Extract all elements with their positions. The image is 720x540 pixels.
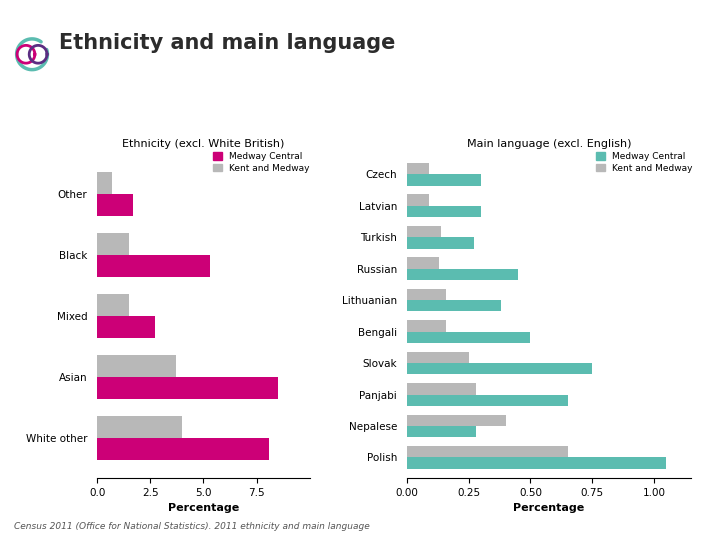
Bar [97,194,133,215]
Legend: Medway Central, Kent and Medway: Medway Central, Kent and Medway [212,152,310,173]
Bar [97,438,269,460]
Bar [407,206,481,217]
Bar [97,294,129,316]
Bar [407,174,481,186]
Bar [97,255,210,277]
Legend: Medway Central, Kent and Medway: Medway Central, Kent and Medway [595,152,693,173]
Bar [407,163,429,174]
Bar [97,172,112,194]
Title: Main language (excl. English): Main language (excl. English) [467,139,631,149]
Bar [407,446,567,457]
Bar [407,300,501,312]
Bar [97,377,278,399]
Bar [407,269,518,280]
Text: 16: 16 [10,7,26,17]
Bar [407,395,567,406]
Bar [407,332,531,343]
Title: Ethnicity (excl. White British): Ethnicity (excl. White British) [122,139,284,149]
Bar [407,426,476,437]
Bar [407,226,441,237]
Bar [97,316,155,338]
X-axis label: Percentage: Percentage [513,503,585,513]
Bar [97,233,129,255]
Bar [407,457,667,469]
Text: Census 2011 (Office for National Statistics). 2011 ethnicity and main language: Census 2011 (Office for National Statist… [14,522,370,531]
Bar [97,355,176,377]
X-axis label: Percentage: Percentage [168,503,239,513]
Bar [97,416,182,438]
Bar [407,363,593,374]
Bar [407,320,446,332]
Bar [407,289,446,300]
Text: Ethnicity and main language: Ethnicity and main language [59,33,395,53]
Bar [407,237,474,248]
Bar [407,383,476,395]
Bar [407,415,505,426]
Bar [407,352,469,363]
Bar [407,258,439,269]
Bar [407,194,429,206]
